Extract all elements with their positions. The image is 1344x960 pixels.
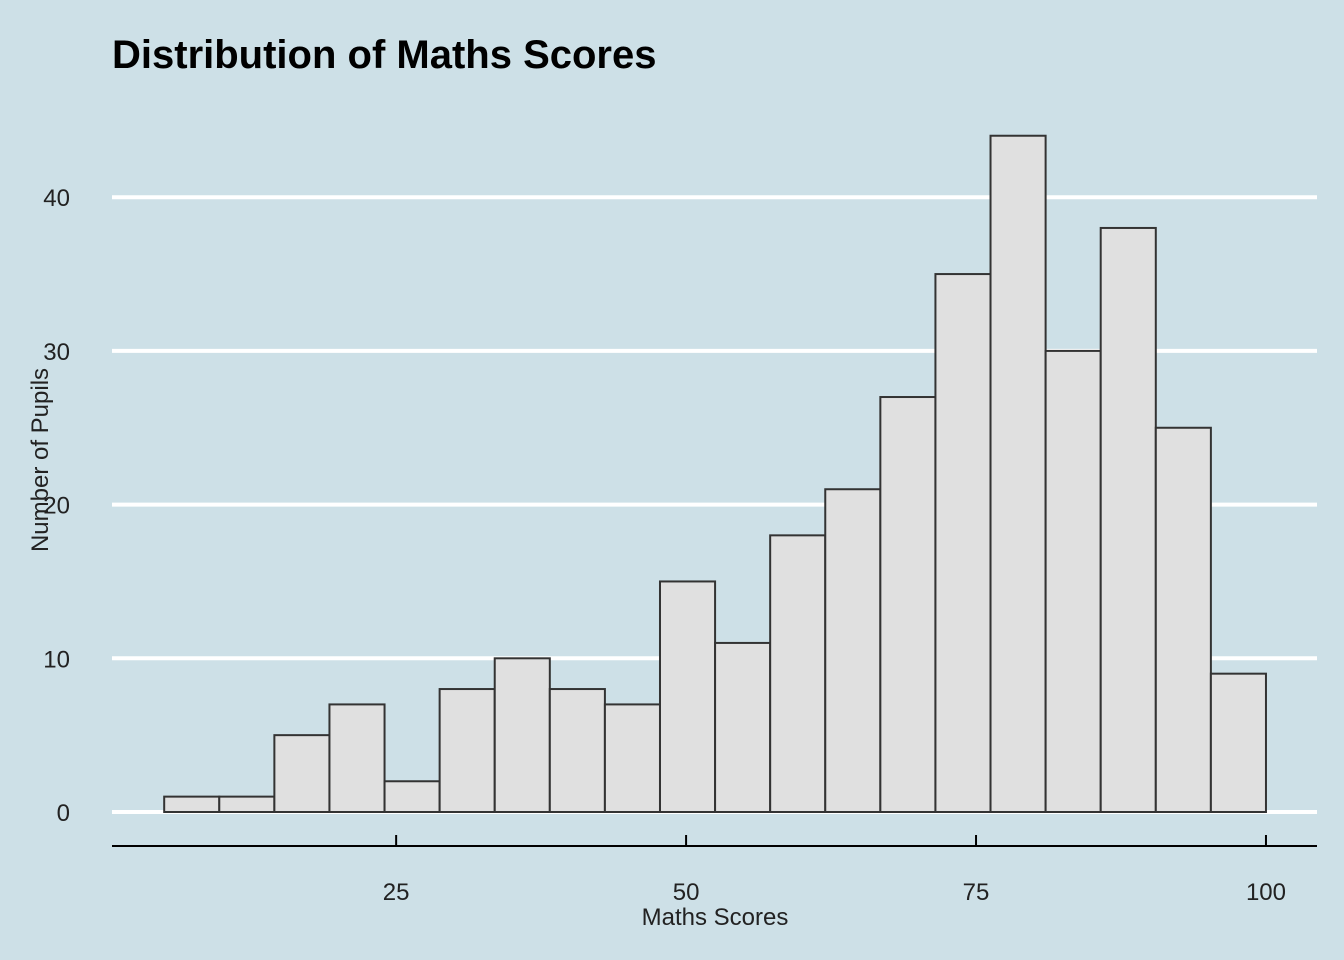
x-tick-label: 25 [383,879,410,906]
x-tick-label: 75 [963,879,990,906]
histogram-bar [934,273,992,813]
histogram-bar [383,780,441,813]
x-axis-title: Maths Scores [642,904,789,931]
histogram-bar [658,580,717,814]
histogram-bar [1154,426,1212,813]
chart-title: Distribution of Maths Scores [112,33,657,77]
histogram-bar [714,641,772,813]
histogram-bar [879,396,937,813]
histogram-bar [548,688,606,813]
histogram-bar [824,488,882,813]
x-tick-label: 100 [1246,879,1286,906]
histogram-bar [273,734,331,813]
y-tick-label: 40 [43,185,70,212]
histogram-bar [1099,226,1157,813]
x-axis-ticks: 25 50 75 100 [383,835,1286,906]
y-tick-label: 30 [43,339,70,366]
histogram-bar [603,703,661,813]
histogram-bar [989,134,1047,813]
histogram-bar [769,534,827,813]
y-tick-label: 20 [43,493,70,520]
histogram-bars [163,134,1267,814]
y-axis-ticks: 0 10 20 30 40 [43,185,70,827]
histogram-bar [218,795,276,813]
histogram-bar [493,657,551,813]
y-axis-title: Number of Pupils [27,368,54,552]
y-tick-label: 0 [57,800,70,827]
histogram-bar [163,795,221,813]
histogram-bar [328,703,386,813]
histogram-bar [1044,349,1102,813]
y-tick-label: 10 [43,646,70,673]
histogram-bar [438,688,496,813]
x-tick-label: 50 [673,879,700,906]
histogram-bar [1209,672,1267,813]
